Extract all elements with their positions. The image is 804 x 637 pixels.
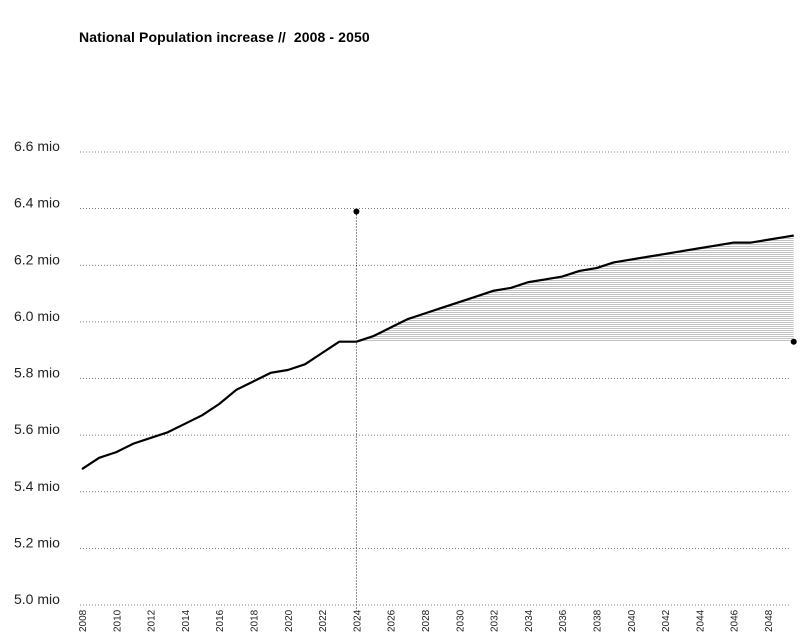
y-tick-label: 5.4 mio: [14, 478, 60, 494]
x-tick-label: 2026: [387, 609, 398, 632]
x-tick-label: 2018: [250, 609, 261, 632]
y-tick-label: 5.0 mio: [14, 591, 60, 607]
series-line-layer: [81, 234, 794, 471]
population-series-line: [81, 234, 794, 471]
x-tick-label: 2040: [627, 609, 638, 632]
x-axis-ticks: 2008 2010 2012 2014 2016 2018 2020 2022 2024 2026…: [78, 609, 775, 632]
x-tick-label: 2010: [112, 609, 123, 632]
chart-title: National Population increase // 2008 - 2…: [79, 29, 370, 45]
x-tick-label: 2014: [181, 609, 192, 632]
baseline-end-dot: [790, 338, 797, 345]
x-tick-label: 2032: [490, 609, 501, 632]
x-tick-label: 2022: [318, 609, 329, 632]
y-tick-label: 5.2 mio: [14, 534, 60, 550]
y-tick-label: 6.0 mio: [14, 308, 60, 324]
x-tick-label: 2036: [558, 609, 569, 632]
x-tick-label: 2048: [764, 609, 775, 632]
x-tick-label: 2024: [352, 609, 363, 632]
forecast-area: [356, 235, 794, 342]
x-tick-label: 2042: [661, 609, 672, 632]
x-tick-label: 2020: [284, 609, 295, 632]
x-tick-label: 2016: [215, 609, 226, 632]
x-tick-label: 2030: [455, 609, 466, 632]
x-tick-label: 2008: [78, 609, 89, 632]
x-tick-label: 2038: [593, 609, 604, 632]
y-tick-label: 5.8 mio: [14, 365, 60, 381]
marker-line-top-dot: [353, 208, 360, 215]
y-axis-ticks: 5.0 mio 5.2 mio 5.4 mio 5.6 mio 5.8 mio 6.0 m…: [14, 138, 60, 607]
y-tick-label: 6.4 mio: [14, 195, 60, 211]
marker-layer: [353, 208, 797, 611]
forecast-area-layer: [356, 235, 794, 342]
x-tick-label: 2028: [421, 609, 432, 632]
x-tick-label: 2034: [524, 609, 535, 632]
grid-layer: [80, 151, 790, 606]
y-tick-label: 5.6 mio: [14, 421, 60, 437]
x-tick-label: 2012: [147, 609, 158, 632]
y-tick-label: 6.2 mio: [14, 251, 60, 267]
y-tick-label: 6.6 mio: [14, 138, 60, 154]
x-tick-label: 2044: [695, 609, 706, 632]
x-tick-label: 2046: [730, 609, 741, 632]
